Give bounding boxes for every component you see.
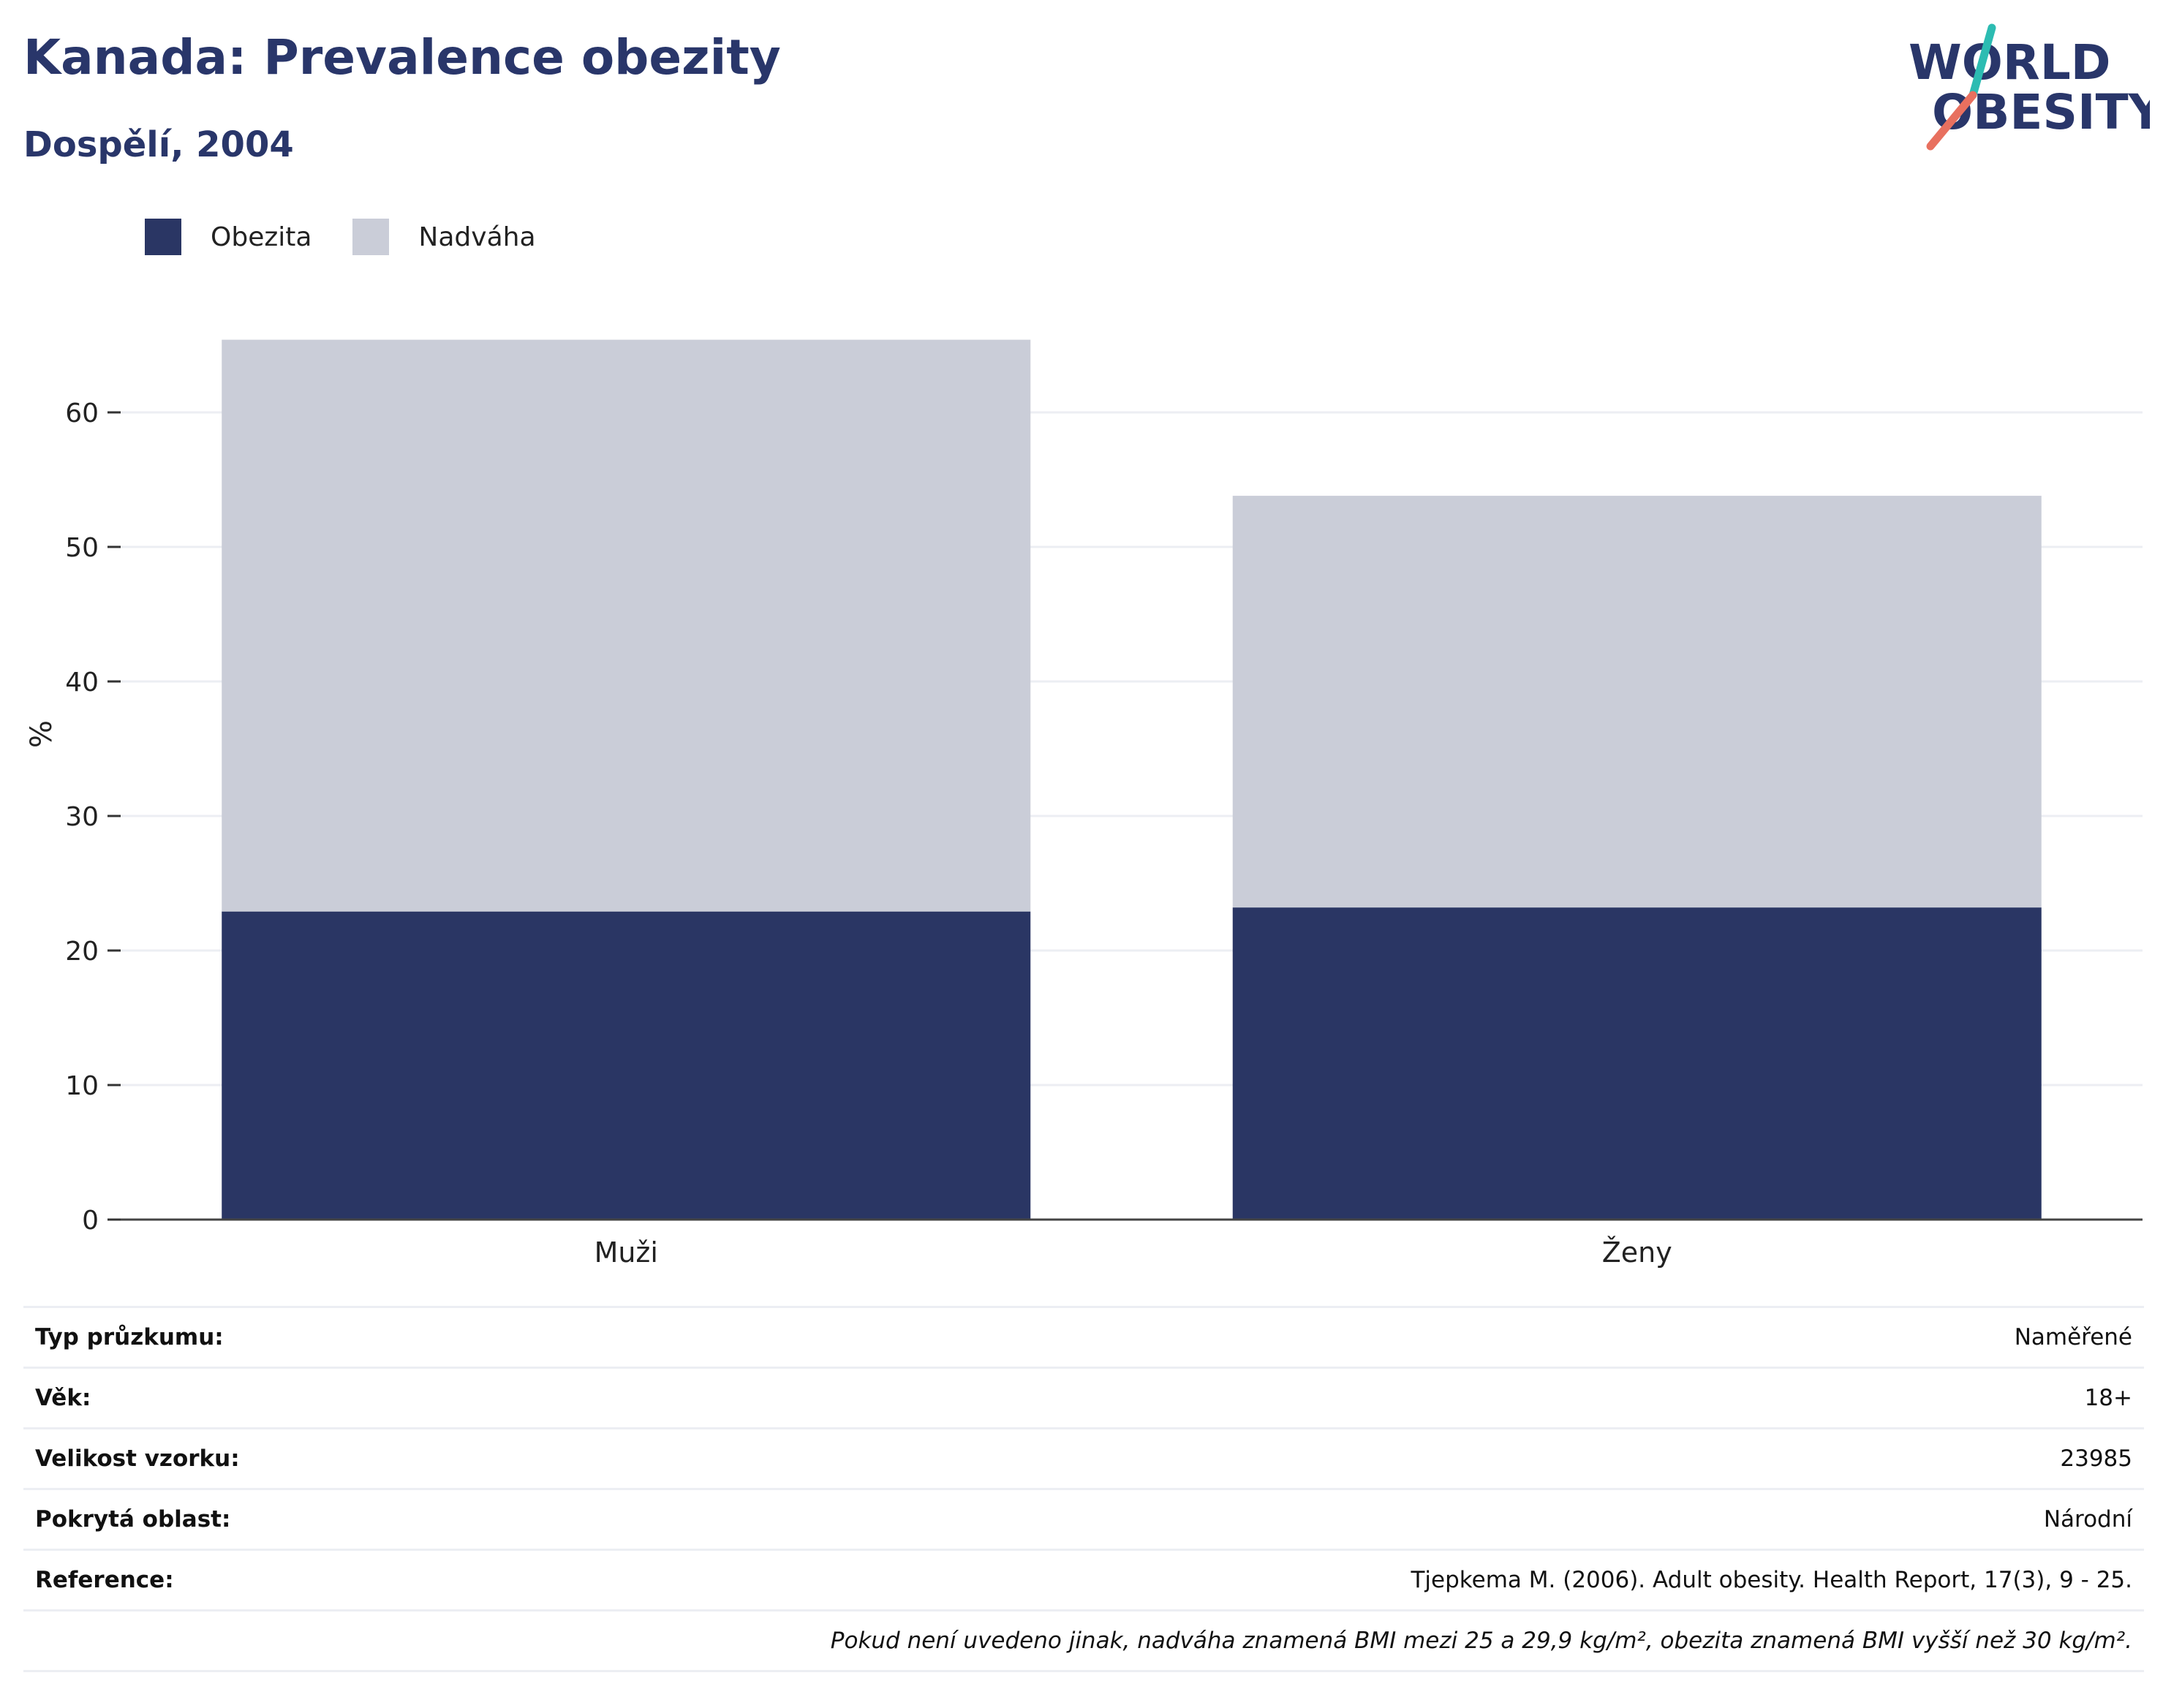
logo-slash-coral xyxy=(1926,91,1977,151)
logo-text-obesity: OBESITY xyxy=(1932,84,2150,140)
chart-title: Kanada: Prevalence obezity xyxy=(23,29,781,86)
y-tick-label: 20 xyxy=(65,937,99,967)
legend-item-obesity[interactable]: Obezita xyxy=(145,219,312,255)
meta-row-age: Věk: 18+ xyxy=(23,1369,2144,1429)
y-tick-label: 40 xyxy=(65,668,99,698)
chart-subtitle: Dospělí, 2004 xyxy=(23,124,294,165)
x-tick-label: Muži xyxy=(594,1236,658,1269)
legend: Obezita Nadváha xyxy=(145,216,577,257)
note-text: Pokud není uvedeno jinak, nadváha znamen… xyxy=(830,1628,2132,1654)
world-obesity-logo: WORLD OBESITY xyxy=(1909,23,2150,151)
meta-row-reference: Reference: Tjepkema M. (2006). Adult obe… xyxy=(23,1551,2144,1611)
meta-row-survey-type: Typ průzkumu: Naměřené xyxy=(23,1308,2144,1369)
meta-label: Typ průzkumu: xyxy=(35,1324,224,1350)
y-tick-label: 10 xyxy=(65,1071,99,1101)
legend-swatch-overweight xyxy=(352,219,390,255)
legend-swatch-obesity xyxy=(145,219,181,255)
meta-value: 18+ xyxy=(2084,1385,2132,1411)
survey-info-table: Typ průzkumu: Naměřené Věk: 18+ Velikost… xyxy=(23,1306,2144,1672)
legend-item-overweight[interactable]: Nadváha xyxy=(352,219,536,255)
bar-overweight[interactable] xyxy=(222,339,1031,912)
y-tick-label: 50 xyxy=(65,533,99,563)
y-tick-label: 0 xyxy=(82,1206,99,1236)
meta-value: Národní xyxy=(2043,1506,2132,1533)
meta-label: Pokrytá oblast: xyxy=(35,1506,231,1533)
meta-row-area: Pokrytá oblast: Národní xyxy=(23,1490,2144,1551)
legend-label-overweight: Nadváha xyxy=(418,222,536,252)
y-tick-label: 60 xyxy=(65,398,99,428)
logo-slash-teal xyxy=(1968,23,1996,99)
meta-row-sample-size: Velikost vzorku: 23985 xyxy=(23,1429,2144,1490)
logo-text-world: WORLD xyxy=(1909,34,2111,91)
meta-label: Věk: xyxy=(35,1385,91,1411)
legend-label-obesity: Obezita xyxy=(211,222,312,252)
bar-obesity[interactable] xyxy=(1232,907,2042,1220)
bar-overweight[interactable] xyxy=(1232,496,2042,908)
y-tick-label: 30 xyxy=(65,802,99,832)
meta-label: Reference: xyxy=(35,1567,174,1593)
meta-value: Naměřené xyxy=(2014,1324,2132,1350)
meta-value: 23985 xyxy=(2060,1446,2132,1472)
stacked-bar-chart: 0 10 20 30 40 50 60 Muži Ženy% xyxy=(25,339,2143,1269)
bmi-definition-note: Pokud není uvedeno jinak, nadváha znamen… xyxy=(23,1611,2144,1672)
bar-obesity[interactable] xyxy=(222,911,1031,1220)
y-axis-label: % xyxy=(25,720,58,748)
meta-value[interactable]: Tjepkema M. (2006). Adult obesity. Healt… xyxy=(1411,1567,2133,1593)
meta-label: Velikost vzorku: xyxy=(35,1446,240,1472)
x-tick-label: Ženy xyxy=(1602,1236,1672,1269)
